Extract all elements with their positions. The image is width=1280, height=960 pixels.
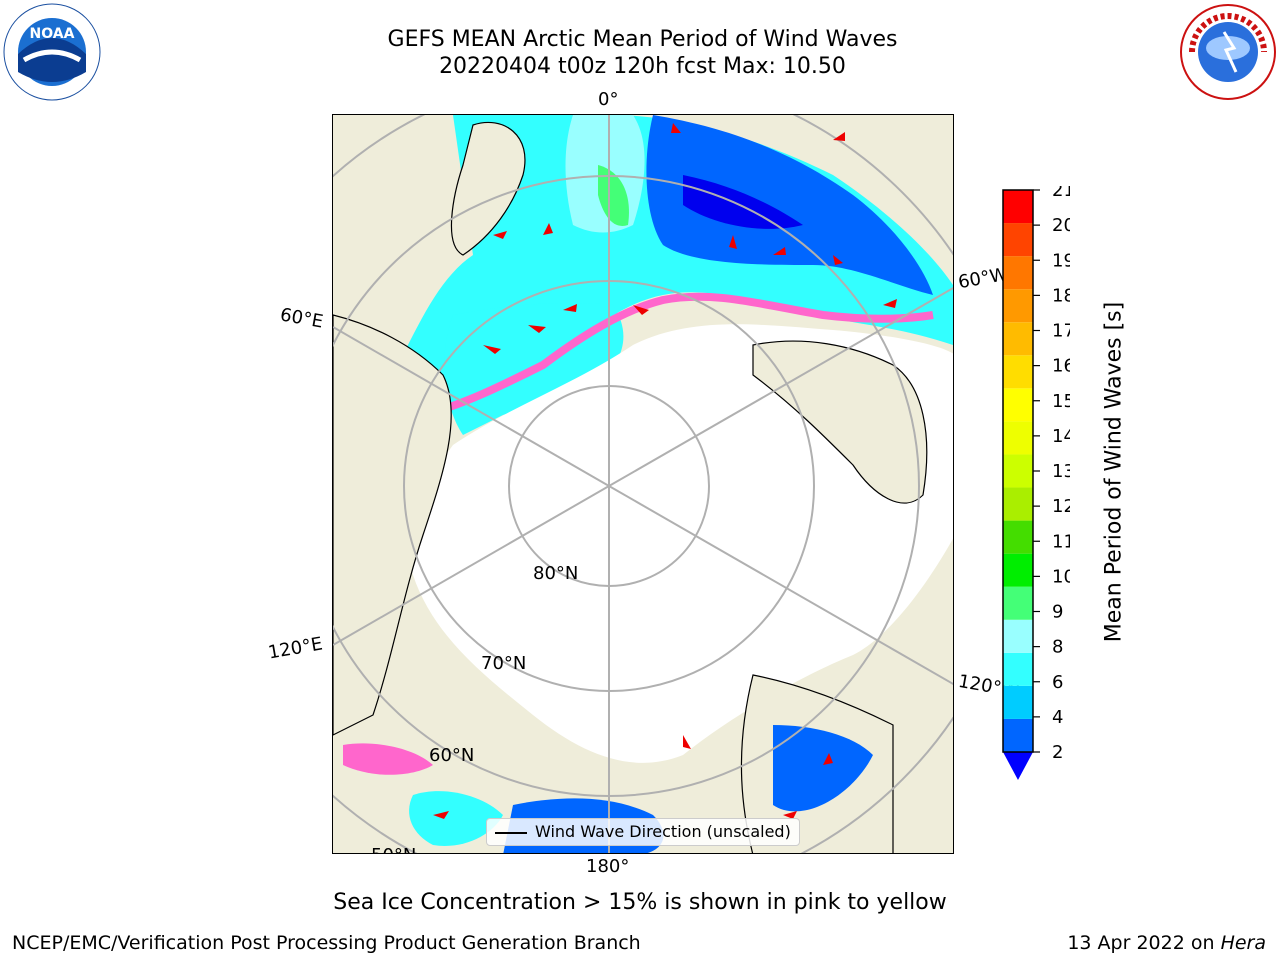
wave-field-dark [683,175,803,229]
colorbar-tick-label: 12 [1052,496,1070,517]
colorbar-segment [1003,487,1033,521]
graticule [333,115,953,853]
ice-edge [422,292,934,419]
ice-footnote: Sea Ice Concentration > 15% is shown in … [333,890,947,915]
colorbar-segment [1003,685,1033,719]
map-legend: Wind Wave Direction (unscaled) [486,818,800,846]
lon-label-120e: 120°E [266,633,325,664]
colorbar-tick-label: 17 [1052,321,1070,342]
footer-host: Hera [1220,932,1266,954]
colorbar-segment [1003,586,1033,620]
colorbar-tick-label: 4 [1052,707,1063,728]
colorbar-segment [1003,355,1033,389]
colorbar-label: Mean Period of Wind Waves [s] [1101,301,1127,643]
wind-wave-arrows [433,123,897,819]
colorbar-segment [1003,619,1033,653]
colorbar-segment [1003,718,1033,752]
lon-label-0: 0° [598,89,619,110]
chart-subtitle: 20220404 t00z 120h fcst Max: 10.50 [439,54,846,79]
colorbar-segment [1003,454,1033,488]
lon-label-180: 180° [586,856,630,877]
lat-label-80n: 80°N [533,563,579,584]
colorbar-tick-label: 21 [1052,186,1070,201]
colorbar-segment [1003,652,1033,686]
colorbar-tick-label: 18 [1052,285,1070,306]
svg-text:NOAA: NOAA [30,26,75,42]
colorbar-svg: 2 4 6 8 9 10 11 12 13 14 15 16 17 18 19 20 21 [1002,180,1075,780]
colorbar-segment [1003,520,1033,554]
colorbar-under-triangle [1003,752,1033,780]
legend-label: Wind Wave Direction (unscaled) [535,822,791,841]
colorbar-tick-label: 14 [1052,426,1070,447]
colorbar-segment [1003,322,1033,356]
colorbar-tick-label: 10 [1052,566,1070,587]
polar-map: 80°N 70°N 60°N 50°N [332,114,954,854]
wave-field-pacific-light [409,791,503,846]
colorbar-segment [1003,289,1033,323]
colorbar-tick-label: 15 [1052,391,1070,412]
colorbar-tick-label: 11 [1052,531,1070,552]
colorbar-segment [1003,421,1033,455]
noaa-logo: NOAA [2,2,102,102]
colorbar-tick-label: 2 [1052,742,1063,763]
wave-field-deep [646,115,933,295]
wave-field-okhotsk [343,743,433,775]
footer-date: 13 Apr 2022 on [1067,932,1221,954]
colorbar-tick-label: 13 [1052,461,1070,482]
lat-label-60n: 60°N [429,745,475,766]
footer-right: 13 Apr 2022 on Hera [1067,932,1266,954]
colorbar-tick-label: 16 [1052,356,1070,377]
land-scandinavia [450,121,526,256]
colorbar-segment [1003,388,1033,422]
sea-ice [410,324,953,763]
land-siberia [333,314,452,736]
colorbar: 2 4 6 8 9 10 11 12 13 14 15 16 17 18 19 20 21 [1000,180,1075,786]
lat-label-70n: 70°N [481,653,527,674]
colorbar-segment [1003,223,1033,257]
footer-left: NCEP/EMC/Verification Post Processing Pr… [12,932,641,954]
colorbar-tick-label: 19 [1052,250,1070,271]
lon-label-60e: 60°E [278,304,325,333]
colorbar-segment [1003,553,1033,587]
colorbar-segment [1003,256,1033,290]
land-greenland [752,340,928,504]
chart-title: GEFS MEAN Arctic Mean Period of Wind Wav… [387,27,898,52]
colorbar-segment [1003,190,1033,224]
lat-label-50n: 50°N [371,845,416,853]
legend-line-swatch [495,832,527,834]
wave-field-green [598,165,629,226]
colorbar-tick-label: 20 [1052,215,1070,236]
wave-field-gulf-alaska [773,725,873,812]
nws-logo [1178,2,1278,102]
colorbar-tick-label: 8 [1052,637,1063,658]
colorbar-tick-label: 9 [1052,602,1063,623]
colorbar-tick-label: 6 [1052,672,1063,693]
